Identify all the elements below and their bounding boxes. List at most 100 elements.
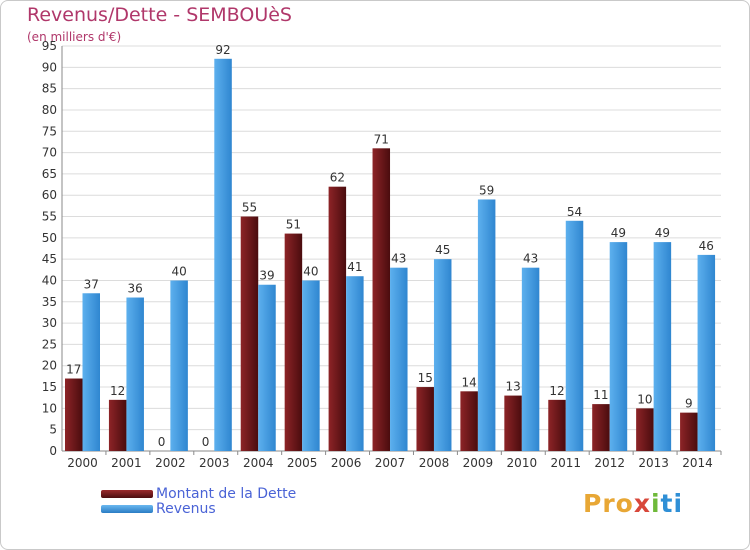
- y-tick-label: 10: [42, 401, 57, 415]
- data-label-revenus: 43: [523, 252, 538, 266]
- data-label-dette: 15: [418, 371, 433, 385]
- x-tick-label: 2012: [594, 456, 625, 470]
- bar-revenus: [258, 284, 276, 451]
- bar-dette: [460, 391, 478, 451]
- data-label-dette: 71: [374, 132, 389, 146]
- legend-label-dette: Montant de la Dette: [156, 486, 297, 502]
- y-tick-label: 90: [42, 60, 57, 74]
- x-tick-label: 2013: [638, 456, 669, 470]
- bar-dette: [284, 233, 303, 451]
- bar-revenus: [521, 267, 540, 451]
- data-label-dette: 17: [66, 363, 81, 377]
- data-label-dette: 62: [330, 171, 345, 185]
- data-label-dette: 51: [286, 218, 301, 232]
- data-label-revenus: 46: [699, 239, 714, 253]
- data-label-revenus: 92: [215, 43, 230, 57]
- y-tick-label: 35: [42, 295, 57, 309]
- bar-revenus: [565, 220, 584, 451]
- x-tick-label: 2003: [199, 456, 230, 470]
- x-tick-label: 2004: [243, 456, 274, 470]
- data-label-dette: 11: [593, 388, 608, 402]
- data-label-dette: 55: [242, 201, 257, 215]
- data-label-revenus: 39: [259, 269, 274, 283]
- y-tick-label: 20: [42, 359, 57, 373]
- data-label-revenus: 40: [303, 264, 318, 278]
- logo-part-3: i: [650, 489, 661, 518]
- bar-dette: [372, 148, 391, 451]
- y-tick-label: 0: [49, 444, 57, 458]
- x-tick-label: 2014: [682, 456, 713, 470]
- data-label-dette: 12: [110, 384, 125, 398]
- data-label-revenus: 37: [84, 277, 99, 291]
- bar-dette: [328, 186, 347, 451]
- data-label-revenus: 43: [391, 252, 406, 266]
- y-tick-label: 45: [42, 252, 57, 266]
- legend-swatch-revenus: [101, 505, 153, 513]
- logo-part-2: x: [633, 489, 651, 518]
- logo-part-1: Pro: [583, 489, 634, 518]
- bar-dette: [108, 399, 127, 451]
- bar-dette: [680, 412, 698, 451]
- x-tick-label: 2008: [419, 456, 450, 470]
- data-label-revenus: 36: [128, 282, 143, 296]
- logo-part-4: ti: [660, 489, 684, 518]
- data-label-revenus: 41: [347, 260, 362, 274]
- bar-revenus: [390, 267, 408, 451]
- bar-revenus: [170, 280, 188, 451]
- bar-revenus: [653, 242, 672, 451]
- data-label-dette: 0: [202, 435, 210, 449]
- proxiti-logo: Proxiti: [583, 489, 683, 518]
- bar-revenus: [346, 276, 364, 451]
- data-label-dette: 0: [158, 435, 166, 449]
- data-label-revenus: 49: [655, 226, 670, 240]
- y-tick-label: 65: [42, 167, 57, 181]
- x-tick-label: 2005: [287, 456, 318, 470]
- chart-title: Revenus/Dette - SEMBOUèS: [27, 4, 292, 26]
- y-tick-label: 75: [42, 124, 57, 138]
- data-label-revenus: 59: [479, 183, 494, 197]
- bar-dette: [504, 395, 522, 451]
- data-label-dette: 13: [505, 380, 520, 394]
- data-label-revenus: 49: [611, 226, 626, 240]
- bar-revenus: [214, 58, 232, 451]
- y-tick-label: 55: [42, 210, 57, 224]
- bar-revenus: [697, 254, 716, 451]
- y-tick-label: 40: [42, 273, 57, 287]
- y-tick-label: 95: [42, 39, 57, 53]
- data-label-revenus: 40: [171, 264, 186, 278]
- x-tick-label: 2007: [375, 456, 406, 470]
- y-tick-label: 60: [42, 188, 57, 202]
- y-tick-label: 5: [49, 423, 57, 437]
- y-tick-label: 70: [42, 146, 57, 160]
- y-tick-label: 85: [42, 82, 57, 96]
- x-tick-label: 2002: [155, 456, 186, 470]
- bar-dette: [240, 216, 259, 451]
- data-label-revenus: 45: [435, 243, 450, 257]
- y-tick-label: 30: [42, 316, 57, 330]
- bar-dette: [592, 404, 610, 451]
- data-label-dette: 12: [549, 384, 564, 398]
- x-tick-label: 2001: [111, 456, 142, 470]
- data-label-revenus: 54: [567, 205, 582, 219]
- bar-revenus: [126, 297, 144, 451]
- y-tick-label: 25: [42, 337, 57, 351]
- x-tick-label: 2011: [550, 456, 581, 470]
- bar-dette: [65, 378, 83, 451]
- x-tick-label: 2009: [463, 456, 494, 470]
- bar-revenus: [433, 259, 452, 451]
- x-tick-label: 2006: [331, 456, 362, 470]
- bar-revenus: [82, 293, 100, 451]
- y-tick-label: 50: [42, 231, 57, 245]
- bar-dette: [636, 408, 654, 451]
- chart-subtitle: (en milliers d'€): [27, 30, 122, 44]
- bar-revenus: [609, 242, 628, 451]
- y-tick-label: 80: [42, 103, 57, 117]
- data-label-dette: 9: [685, 397, 693, 411]
- legend-swatch-dette: [101, 490, 153, 498]
- legend-label-revenus: Revenus: [156, 501, 216, 517]
- data-label-dette: 14: [462, 375, 477, 389]
- bar-revenus: [477, 199, 496, 451]
- bar-revenus: [302, 280, 320, 451]
